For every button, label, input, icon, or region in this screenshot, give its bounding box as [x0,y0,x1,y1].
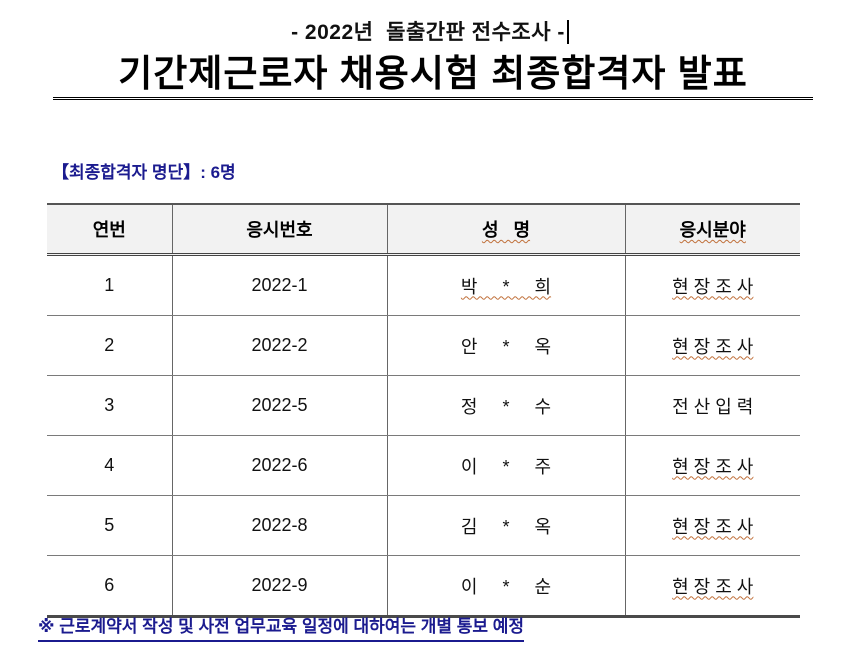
cell-field: 현 장 조 사 [624,315,800,376]
column-header-exam: 응시번호 [171,203,387,256]
subtitle-text: - 2022년 돌출간판 전수조사 - [291,21,565,44]
cell-no: 4 [47,435,172,496]
list-caption: 【최종합격자 명단】: 6명 [52,163,236,182]
column-header-no: 연번 [47,203,172,256]
title-block: 기간제근로자 채용시험 최종합격자 발표 [0,53,860,101]
cell-exam: 2022-1 [171,254,387,316]
final-passers-table: 연번 응시번호 성 명 응시분야 1 2022-1 박 * 희 현 장 조 사 … [47,203,800,618]
cell-name-text: 이 * 주 [460,456,552,477]
table-row: 4 2022-6 이 * 주 현 장 조 사 [47,435,800,496]
cell-name: 김 * 옥 [386,495,625,556]
cell-name: 정 * 수 [386,375,625,436]
cell-exam: 2022-6 [171,435,387,496]
cell-name-text: 박 * 희 [460,276,552,297]
cell-field-text: 현 장 조 사 [672,336,754,357]
column-header-name: 성 명 [386,203,625,256]
cell-field-text: 전 산 입 력 [672,396,754,417]
cell-field: 전 산 입 력 [624,375,800,436]
cell-field: 현 장 조 사 [624,555,800,618]
cell-field: 현 장 조 사 [624,495,800,556]
cell-field-text: 현 장 조 사 [672,276,754,297]
cell-field-text: 현 장 조 사 [672,576,754,597]
table-row: 2 2022-2 안 * 옥 현 장 조 사 [47,315,800,376]
cell-no: 3 [47,375,172,436]
cell-name: 이 * 주 [386,435,625,496]
table-row: 3 2022-5 정 * 수 전 산 입 력 [47,375,800,436]
cell-name: 이 * 순 [386,555,625,618]
table-row: 5 2022-8 김 * 옥 현 장 조 사 [47,495,800,556]
footnote-text: ※ 근로계약서 작성 및 사전 업무교육 일정에 대하여는 개별 통보 예정 [38,617,525,642]
cell-name: 박 * 희 [386,254,625,316]
cell-exam: 2022-2 [171,315,387,376]
table-header-row: 연번 응시번호 성 명 응시분야 [47,203,800,256]
cell-no: 2 [47,315,172,376]
page-title: 기간제근로자 채용시험 최종합격자 발표 [53,53,813,101]
cell-name-text: 이 * 순 [460,576,552,597]
cell-name-text: 김 * 옥 [460,516,552,537]
cell-exam: 2022-5 [171,375,387,436]
document-subtitle: - 2022년 돌출간판 전수조사 - [0,0,860,44]
cell-exam: 2022-8 [171,495,387,556]
cell-field-text: 현 장 조 사 [672,516,754,537]
cell-no: 5 [47,495,172,556]
cell-no: 1 [47,254,172,316]
cell-no: 6 [47,555,172,618]
column-header-field: 응시분야 [624,203,800,256]
cell-field: 현 장 조 사 [624,435,800,496]
cell-exam: 2022-9 [171,555,387,618]
cell-name: 안 * 옥 [386,315,625,376]
cell-field: 현 장 조 사 [624,254,800,316]
text-caret-icon [566,20,569,44]
column-header-field-text: 응시분야 [679,220,746,240]
table-body: 1 2022-1 박 * 희 현 장 조 사 2 2022-2 안 * 옥 현 … [47,254,800,618]
table-row: 6 2022-9 이 * 순 현 장 조 사 [47,555,800,618]
column-header-name-text: 성 명 [481,220,531,240]
cell-field-text: 현 장 조 사 [672,456,754,477]
cell-name-text: 정 * 수 [460,396,552,417]
results-table-wrapper: 연번 응시번호 성 명 응시분야 1 2022-1 박 * 희 현 장 조 사 … [47,203,800,618]
table-row: 1 2022-1 박 * 희 현 장 조 사 [47,254,800,316]
cell-name-text: 안 * 옥 [460,336,552,357]
